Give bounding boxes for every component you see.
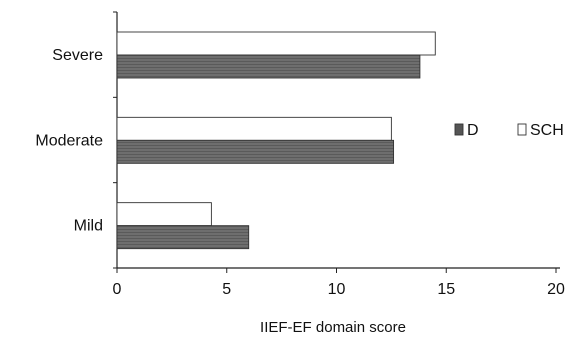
category-label-severe: Severe: [52, 47, 103, 64]
bar-mild-sch: [116, 202, 212, 227]
bar-moderate-d: [116, 139, 395, 164]
bar-moderate-sch: [116, 116, 392, 141]
legend-swatch-d: [454, 123, 464, 136]
bar-severe-d: [116, 54, 421, 79]
x-tick-label: 20: [547, 281, 565, 298]
category-label-moderate: Moderate: [35, 132, 103, 149]
legend-label-sch: SCH: [530, 122, 564, 139]
legend: D SCH: [454, 122, 564, 139]
legend-swatch-sch: [517, 123, 527, 136]
bar-mild-d: [116, 225, 250, 250]
bars: [113, 11, 436, 269]
x-ticks: 0 5 10 15 20: [113, 268, 565, 298]
x-tick-label: 10: [328, 281, 346, 298]
x-tick-label: 15: [437, 281, 455, 298]
x-tick-label: 5: [222, 281, 231, 298]
x-axis-title: IIEF-EF domain score: [260, 319, 406, 336]
bar-severe-sch: [116, 31, 436, 56]
legend-label-d: D: [467, 122, 479, 139]
x-tick-label: 0: [113, 281, 122, 298]
category-labels: Severe Moderate Mild: [35, 47, 103, 235]
category-label-mild: Mild: [74, 218, 103, 235]
